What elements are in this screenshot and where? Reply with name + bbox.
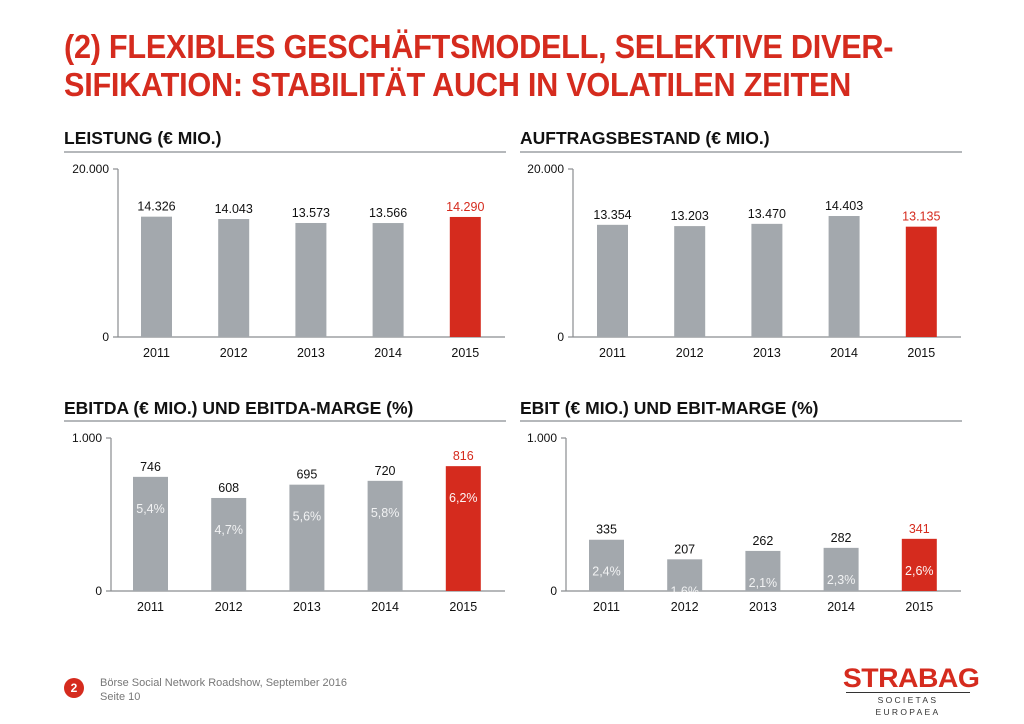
ebitda-value-label-2011: 746 xyxy=(140,460,161,474)
ebit-margin-label-2014: 2,3% xyxy=(827,573,856,587)
ebitda-bar-2015 xyxy=(445,466,481,591)
logo-subtitle: SOCIETAS EUROPAEA xyxy=(846,692,970,718)
footer-page: Seite 10 xyxy=(100,691,141,703)
leistung-x-label-2012: 2012 xyxy=(220,346,248,360)
auftragsbestand-value-label-2015: 13.135 xyxy=(902,210,940,224)
leistung-bar-2013 xyxy=(295,222,327,337)
leistung-x-label-2011: 2011 xyxy=(143,346,170,360)
leistung-x-label-2013: 2013 xyxy=(297,346,325,360)
auftragsbestand-bar-2011 xyxy=(597,224,628,337)
auftragsbestand-bar-2014 xyxy=(828,216,860,337)
auftragsbestand-x-label-2012: 2012 xyxy=(676,346,704,360)
leistung-x-label-2015: 2015 xyxy=(451,346,479,360)
leistung-ytick-label-min: 0 xyxy=(102,330,109,344)
chart-title-ebitda: EBITDA (€ MIO.) UND EBITDA-MARGE (%) xyxy=(64,398,414,418)
leistung-bar-2012 xyxy=(218,219,250,337)
leistung-value-label-2011: 14.326 xyxy=(137,200,175,214)
chart-title-auftragsbestand: AUFTRAGSBESTAND (€ MIO.) xyxy=(520,128,770,148)
ebitda-bar-2014 xyxy=(367,480,403,591)
separator-leistung xyxy=(64,151,506,153)
leistung-value-label-2015: 14.290 xyxy=(446,200,484,214)
ebitda-bar-2013 xyxy=(289,484,325,591)
ebit-ytick-label-min: 0 xyxy=(550,584,557,598)
ebit-x-label-2011: 2011 xyxy=(593,600,620,614)
auftragsbestand-bar-2013 xyxy=(751,223,783,337)
page-title-line-1: (2) FLEXIBLES GESCHÄFTSMODELL, SELEKTIVE… xyxy=(64,28,894,65)
ebitda-x-label-2014: 2014 xyxy=(371,600,399,614)
ebitda-margin-label-2015: 6,2% xyxy=(449,491,478,505)
auftragsbestand-value-label-2014: 14.403 xyxy=(825,199,863,213)
ebitda-bar-2011 xyxy=(133,476,168,591)
separator-ebit xyxy=(520,420,962,422)
ebit-bar-2015 xyxy=(901,538,937,591)
auftragsbestand-value-label-2011: 13.354 xyxy=(593,208,631,222)
ebit-x-label-2015: 2015 xyxy=(905,600,933,614)
ebitda-x-label-2012: 2012 xyxy=(215,600,243,614)
ebit-x-label-2014: 2014 xyxy=(827,600,855,614)
chart-title-ebit: EBIT (€ MIO.) UND EBIT-MARGE (%) xyxy=(520,398,819,418)
separator-auftragsbestand xyxy=(520,151,962,153)
ebit-x-label-2012: 2012 xyxy=(671,600,699,614)
auftragsbestand-x-label-2014: 2014 xyxy=(830,346,858,360)
ebit-value-label-2014: 282 xyxy=(831,531,852,545)
auftragsbestand-value-label-2012: 13.203 xyxy=(671,209,709,223)
ebit-ytick-label-max: 1.000 xyxy=(527,431,557,445)
ebit-bar-2013 xyxy=(745,550,781,591)
ebit-value-label-2013: 262 xyxy=(752,534,773,548)
ebit-margin-label-2013: 2,1% xyxy=(749,576,778,590)
logo-wordmark: STRABAG xyxy=(842,663,980,693)
ebitda-margin-label-2014: 5,8% xyxy=(371,506,400,520)
ebitda-value-label-2013: 695 xyxy=(296,468,317,482)
ebit-value-label-2015: 341 xyxy=(909,522,930,536)
leistung-ytick-label-max: 20.000 xyxy=(72,162,109,176)
ebit-value-label-2011: 335 xyxy=(596,523,617,537)
page-number-badge: 2 xyxy=(64,678,84,698)
chart-title-leistung: LEISTUNG (€ MIO.) xyxy=(64,128,222,148)
auftragsbestand-x-label-2011: 2011 xyxy=(599,346,626,360)
ebit-x-label-2013: 2013 xyxy=(749,600,777,614)
ebit-bar-2011 xyxy=(589,539,624,591)
page-title: (2) FLEXIBLES GESCHÄFTSMODELL, SELEKTIVE… xyxy=(64,28,920,104)
ebitda-margin-label-2011: 5,4% xyxy=(136,502,165,516)
auftragsbestand-bar-2015 xyxy=(905,226,937,337)
ebitda-bar-2012 xyxy=(211,497,247,591)
auftragsbestand-bar-2012 xyxy=(674,226,706,337)
ebitda-x-label-2013: 2013 xyxy=(293,600,321,614)
auftragsbestand-value-label-2013: 13.470 xyxy=(748,207,786,221)
ebitda-x-label-2015: 2015 xyxy=(449,600,477,614)
leistung-value-label-2013: 13.573 xyxy=(292,206,330,220)
ebitda-ytick-label-max: 1.000 xyxy=(72,431,102,445)
ebitda-value-label-2014: 720 xyxy=(375,464,396,478)
ebitda-ytick-label-min: 0 xyxy=(95,584,102,598)
strabag-logo: STRABAG SOCIETAS EUROPAEA xyxy=(842,663,980,718)
auftragsbestand-x-label-2013: 2013 xyxy=(753,346,781,360)
leistung-x-label-2014: 2014 xyxy=(374,346,402,360)
ebitda-x-label-2011: 2011 xyxy=(137,600,164,614)
ebit-value-label-2012: 207 xyxy=(674,542,695,556)
ebit-margin-label-2011: 2,4% xyxy=(592,565,621,579)
auftragsbestand-ytick-label-max: 20.000 xyxy=(527,162,564,176)
leistung-bar-2015 xyxy=(449,216,481,337)
footer-event: Börse Social Network Roadshow, September… xyxy=(100,677,348,689)
ebit-bar-2012 xyxy=(667,559,703,591)
leistung-value-label-2014: 13.566 xyxy=(369,206,407,220)
ebitda-margin-label-2013: 5,6% xyxy=(293,510,322,524)
auftragsbestand-ytick-label-min: 0 xyxy=(557,330,564,344)
leistung-value-label-2012: 14.043 xyxy=(215,202,253,216)
page-title-line-2: SIFIKATION: STABILITÄT AUCH IN VOLATILEN… xyxy=(64,66,852,103)
separator-ebitda xyxy=(64,420,506,422)
leistung-bar-2011 xyxy=(141,216,172,337)
ebit-margin-label-2012: 1,6% xyxy=(670,584,699,598)
auftragsbestand-x-label-2015: 2015 xyxy=(907,346,935,360)
ebit-bar-2014 xyxy=(823,547,859,591)
ebit-margin-label-2015: 2,6% xyxy=(905,564,934,578)
ebitda-value-label-2015: 816 xyxy=(453,449,474,463)
ebitda-margin-label-2012: 4,7% xyxy=(214,523,243,537)
ebitda-value-label-2012: 608 xyxy=(218,481,239,495)
leistung-bar-2014 xyxy=(372,223,404,337)
